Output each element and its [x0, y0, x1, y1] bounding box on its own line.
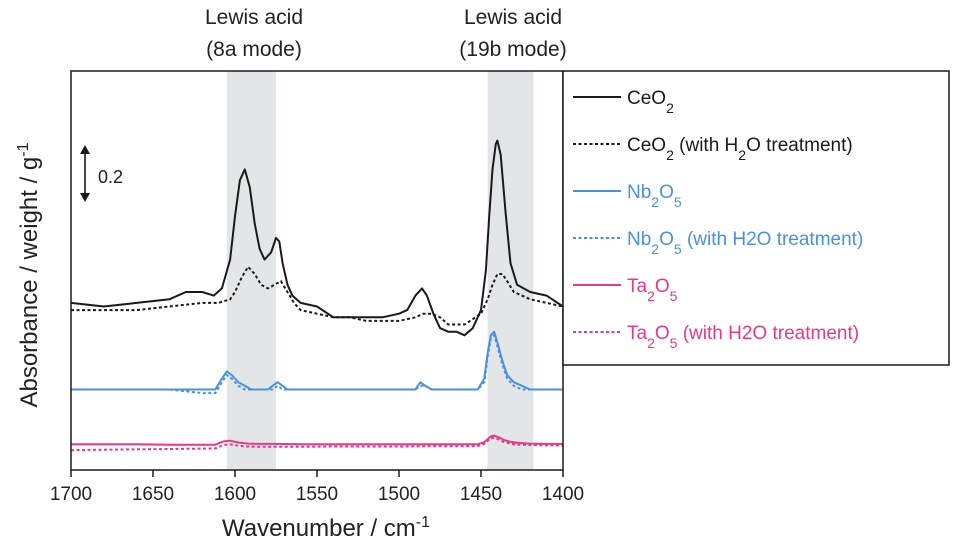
series-line-1 [71, 265, 564, 326]
legend-entry-1: CeO2 (with H2O treatment) [573, 135, 853, 163]
highlight-band-0 [226, 71, 276, 470]
series-line-0 [70, 139, 564, 337]
y-axis-title: Absorbance / weight / g-1 [15, 142, 43, 407]
legend-label: Ta2O5 (with H2O treatment) [627, 323, 859, 351]
legend-entries: CeO2 CeO2 (with H2O treatment) Nb2O5 Nb2O5 … [573, 88, 863, 351]
legend-entry-0: CeO2 [573, 88, 674, 116]
x-tick-label: 1700 [50, 484, 92, 505]
series-layer [70, 139, 564, 452]
scale-bar: 0.2 [80, 145, 123, 202]
x-tick-label: 1450 [460, 484, 502, 505]
x-tick-label: 1600 [214, 484, 256, 505]
scale-bar-arrow-up [80, 145, 90, 154]
band-label-19b: Lewis acid (19b mode) [459, 6, 566, 61]
x-tick-label: 1500 [378, 484, 420, 505]
legend-entry-5: Ta2O5 (with H2O treatment) [573, 323, 859, 351]
band-label-8a-line1: Lewis acid [205, 6, 303, 29]
x-tick-label: 1650 [132, 484, 174, 505]
x-tick-label: 1400 [542, 484, 584, 505]
x-axis: 1700 1650 1600 1550 1500 1450 1400 [50, 470, 584, 505]
band-label-8a-line2: (8a mode) [206, 38, 302, 61]
x-tick-label: 1550 [296, 484, 338, 505]
legend-label: CeO2 (with H2O treatment) [627, 135, 853, 163]
legend-label: CeO2 [627, 88, 674, 116]
legend-entry-3: Nb2O5 (with H2O treatment) [573, 229, 863, 257]
series-line-3 [71, 334, 563, 395]
legend-label: Nb2O5 [627, 182, 682, 210]
band-layer [226, 71, 534, 470]
series-line-4 [71, 434, 563, 446]
band-label-19b-line2: (19b mode) [459, 38, 566, 61]
band-label-8a: Lewis acid (8a mode) [205, 6, 303, 61]
legend: CeO2 CeO2 (with H2O treatment) Nb2O5 Nb2O5 … [562, 70, 950, 366]
highlight-band-1 [487, 71, 534, 470]
series-line-2 [71, 330, 563, 391]
legend-label: Nb2O5 (with H2O treatment) [627, 229, 863, 257]
scale-bar-label: 0.2 [98, 167, 123, 187]
band-label-19b-line1: Lewis acid [464, 6, 562, 29]
legend-entry-2: Nb2O5 [573, 182, 682, 210]
x-axis-title: Wavenumber / cm-1 [222, 514, 430, 542]
scale-bar-arrow-down [80, 193, 90, 202]
legend-box [562, 70, 950, 366]
legend-label: Ta2O5 [627, 276, 678, 304]
legend-entry-4: Ta2O5 [573, 276, 678, 304]
